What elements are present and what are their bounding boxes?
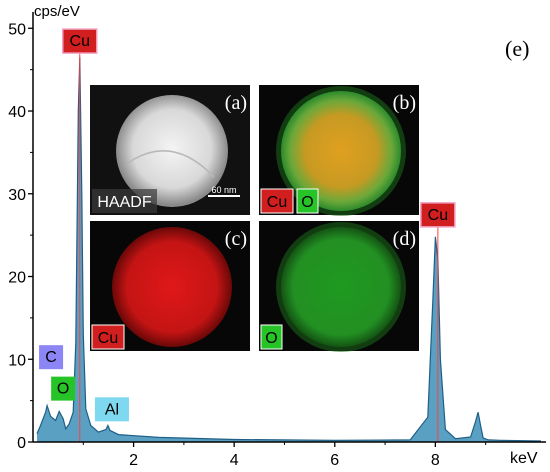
particle-overlay bbox=[281, 91, 401, 211]
spectrum-plot bbox=[36, 53, 542, 442]
element-label-text: C bbox=[45, 349, 57, 366]
element-label-text: Cu bbox=[70, 33, 90, 50]
panel-label-e: (e) bbox=[505, 36, 529, 61]
y-tick-label: 30 bbox=[8, 187, 26, 204]
inset-label-box bbox=[260, 324, 283, 350]
inset-label-box bbox=[260, 188, 294, 214]
inset-panel-a: (a) HAADF 60 nm bbox=[90, 85, 250, 215]
inset-label-box bbox=[296, 188, 319, 214]
element-label-cu: Cu bbox=[62, 28, 98, 54]
inset-panel-b: (b) Cu O bbox=[259, 85, 419, 216]
x-axis-label: keV bbox=[510, 450, 538, 467]
x-ticks: 2 4 6 8 bbox=[82, 442, 487, 469]
x-tick-label: 8 bbox=[431, 452, 440, 469]
element-label-text: O bbox=[57, 381, 69, 398]
x-tick-label: 4 bbox=[230, 452, 239, 469]
particle-o bbox=[281, 227, 401, 347]
element-label-box bbox=[62, 28, 98, 54]
y-tick-label: 40 bbox=[8, 104, 26, 121]
inset-maps: (a) HAADF 60 nm (b) Cu O (c) Cu (d) O bbox=[90, 85, 419, 352]
inset-label-box bbox=[92, 189, 157, 213]
inset-label-text: Cu bbox=[98, 330, 118, 347]
y-ticks: 0 10 20 30 40 50 bbox=[8, 21, 33, 452]
y-axis-label: cps/eV bbox=[34, 3, 80, 20]
scale-bar-label: 60 nm bbox=[211, 185, 236, 195]
spectrum-line bbox=[36, 57, 542, 442]
element-label-cu: Cu bbox=[420, 202, 456, 228]
y-tick-label: 0 bbox=[17, 435, 26, 452]
element-label-al: Al bbox=[94, 397, 129, 422]
x-tick-label: 2 bbox=[129, 452, 138, 469]
inset-label-text: HAADF bbox=[97, 194, 151, 211]
y-tick-label: 50 bbox=[8, 21, 26, 38]
element-label-c: C bbox=[39, 345, 64, 370]
inset-label-text: O bbox=[301, 194, 313, 211]
x-tick-label: 6 bbox=[330, 452, 339, 469]
particle-texture bbox=[127, 150, 215, 178]
inset-label-text: O bbox=[265, 330, 277, 347]
axes: 2 4 6 8 0 10 20 30 40 50 cps/eV keV (e) bbox=[8, 3, 546, 469]
inset-label-text: Cu bbox=[267, 194, 287, 211]
element-label-box bbox=[420, 202, 456, 228]
particle-cu bbox=[112, 227, 232, 347]
element-label-o: O bbox=[51, 376, 76, 401]
element-label-text: Al bbox=[105, 401, 119, 418]
element-label-box bbox=[39, 345, 64, 370]
y-tick-label: 20 bbox=[8, 270, 26, 287]
y-tick-label: 10 bbox=[8, 352, 26, 369]
inset-letter: (c) bbox=[225, 228, 247, 250]
element-label-box bbox=[51, 376, 76, 401]
inset-letter: (d) bbox=[393, 228, 416, 250]
inset-letter: (b) bbox=[393, 92, 416, 114]
element-label-box bbox=[94, 397, 129, 422]
peak-lines bbox=[79, 53, 439, 442]
inset-label-box bbox=[91, 324, 125, 350]
element-label-text: Cu bbox=[428, 207, 448, 224]
inset-panel-c: (c) Cu bbox=[90, 221, 250, 351]
inset-letter: (a) bbox=[225, 92, 247, 114]
inset-panel-d: (d) O bbox=[259, 221, 419, 352]
